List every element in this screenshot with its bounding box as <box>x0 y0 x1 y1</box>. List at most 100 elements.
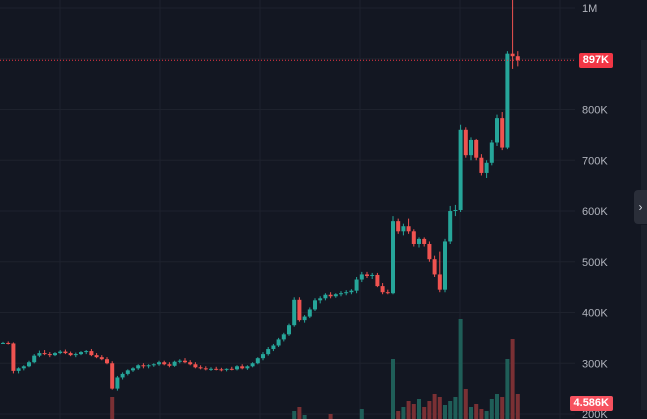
candle-body <box>339 293 343 295</box>
candle <box>427 241 432 262</box>
candle-body <box>146 365 151 367</box>
candle <box>401 223 406 236</box>
volume-bar <box>489 399 494 419</box>
candle-body <box>94 355 99 358</box>
candle-body <box>27 362 31 367</box>
candle <box>224 368 229 372</box>
candle <box>281 332 286 342</box>
candle-body <box>89 351 94 356</box>
candle <box>214 366 219 371</box>
volume-bar <box>417 399 421 419</box>
candle <box>151 363 156 367</box>
candle <box>266 347 271 356</box>
volume-bar <box>110 397 115 419</box>
candle <box>58 350 63 355</box>
volume-bar <box>427 401 432 419</box>
candle <box>146 364 151 369</box>
candle-body <box>515 56 520 61</box>
volume-badge: 4.586K <box>569 396 613 411</box>
volume-bar <box>458 319 463 419</box>
candle-body <box>157 362 161 365</box>
candle <box>47 352 52 358</box>
candle-body <box>131 368 135 371</box>
candle-body <box>261 354 265 359</box>
candle <box>89 349 94 357</box>
candle <box>193 362 198 369</box>
candle <box>172 360 177 367</box>
candle <box>313 298 317 311</box>
candle-body <box>411 231 416 244</box>
expand-panel-button[interactable]: › <box>634 190 647 224</box>
candle-body <box>214 368 219 370</box>
candle <box>287 323 291 336</box>
candle-body <box>203 368 208 370</box>
candle-body <box>396 221 401 232</box>
candle <box>365 271 369 278</box>
volume-bar <box>432 394 437 419</box>
candle <box>375 272 380 288</box>
axis-tick-label: 600K <box>582 206 608 218</box>
candle <box>297 297 302 322</box>
candle <box>84 350 89 355</box>
candle <box>27 360 31 368</box>
candle-body <box>79 352 83 355</box>
candle-body <box>188 362 193 365</box>
candle-body <box>463 129 468 156</box>
volume-bar <box>437 397 442 419</box>
candle-body <box>391 221 395 294</box>
candle <box>489 139 494 166</box>
candle <box>484 160 489 179</box>
candle <box>323 293 328 301</box>
candle-body <box>281 334 286 340</box>
volume-bar <box>406 401 411 419</box>
candle <box>510 0 515 69</box>
volume-bar <box>443 405 447 419</box>
right-edge-strip <box>641 40 647 190</box>
candle <box>203 366 208 371</box>
candle-body <box>479 157 484 173</box>
candle-body <box>333 294 338 297</box>
candle <box>380 283 385 295</box>
candle <box>411 229 416 247</box>
candle <box>141 363 146 369</box>
candle-body <box>328 294 333 297</box>
candle <box>354 276 359 294</box>
candle-body <box>193 364 198 368</box>
candle-body <box>58 351 63 354</box>
candles <box>1 0 520 391</box>
volume-bar <box>328 414 333 419</box>
candle-body <box>302 316 307 321</box>
candle-body <box>47 354 52 356</box>
candle <box>318 296 323 304</box>
candle <box>458 124 463 213</box>
candle-body <box>37 353 42 356</box>
candle <box>474 138 479 161</box>
candle <box>219 367 224 372</box>
candle <box>437 251 442 293</box>
candle <box>359 271 364 283</box>
candle-body <box>21 366 26 369</box>
right-edge-strip <box>641 225 647 410</box>
candle-body <box>42 353 47 355</box>
candle-body <box>385 292 390 294</box>
candle-body <box>443 241 447 290</box>
candle <box>328 292 333 299</box>
price-axis[interactable]: 1M 800K 700K 600K 500K 400K 300K 200K <box>582 3 608 419</box>
candle-body <box>99 357 104 360</box>
candle <box>157 360 161 366</box>
candle-body <box>245 366 250 369</box>
candle <box>307 307 312 319</box>
candle-body <box>53 353 57 356</box>
candle-body <box>453 209 458 211</box>
candle-body <box>136 365 141 369</box>
candle <box>505 51 510 150</box>
candle-body <box>229 368 234 370</box>
candle-body <box>177 360 182 362</box>
candle <box>167 362 172 368</box>
candle <box>432 255 437 277</box>
candle <box>235 365 239 371</box>
candle <box>99 355 104 361</box>
candle-body <box>125 370 130 374</box>
